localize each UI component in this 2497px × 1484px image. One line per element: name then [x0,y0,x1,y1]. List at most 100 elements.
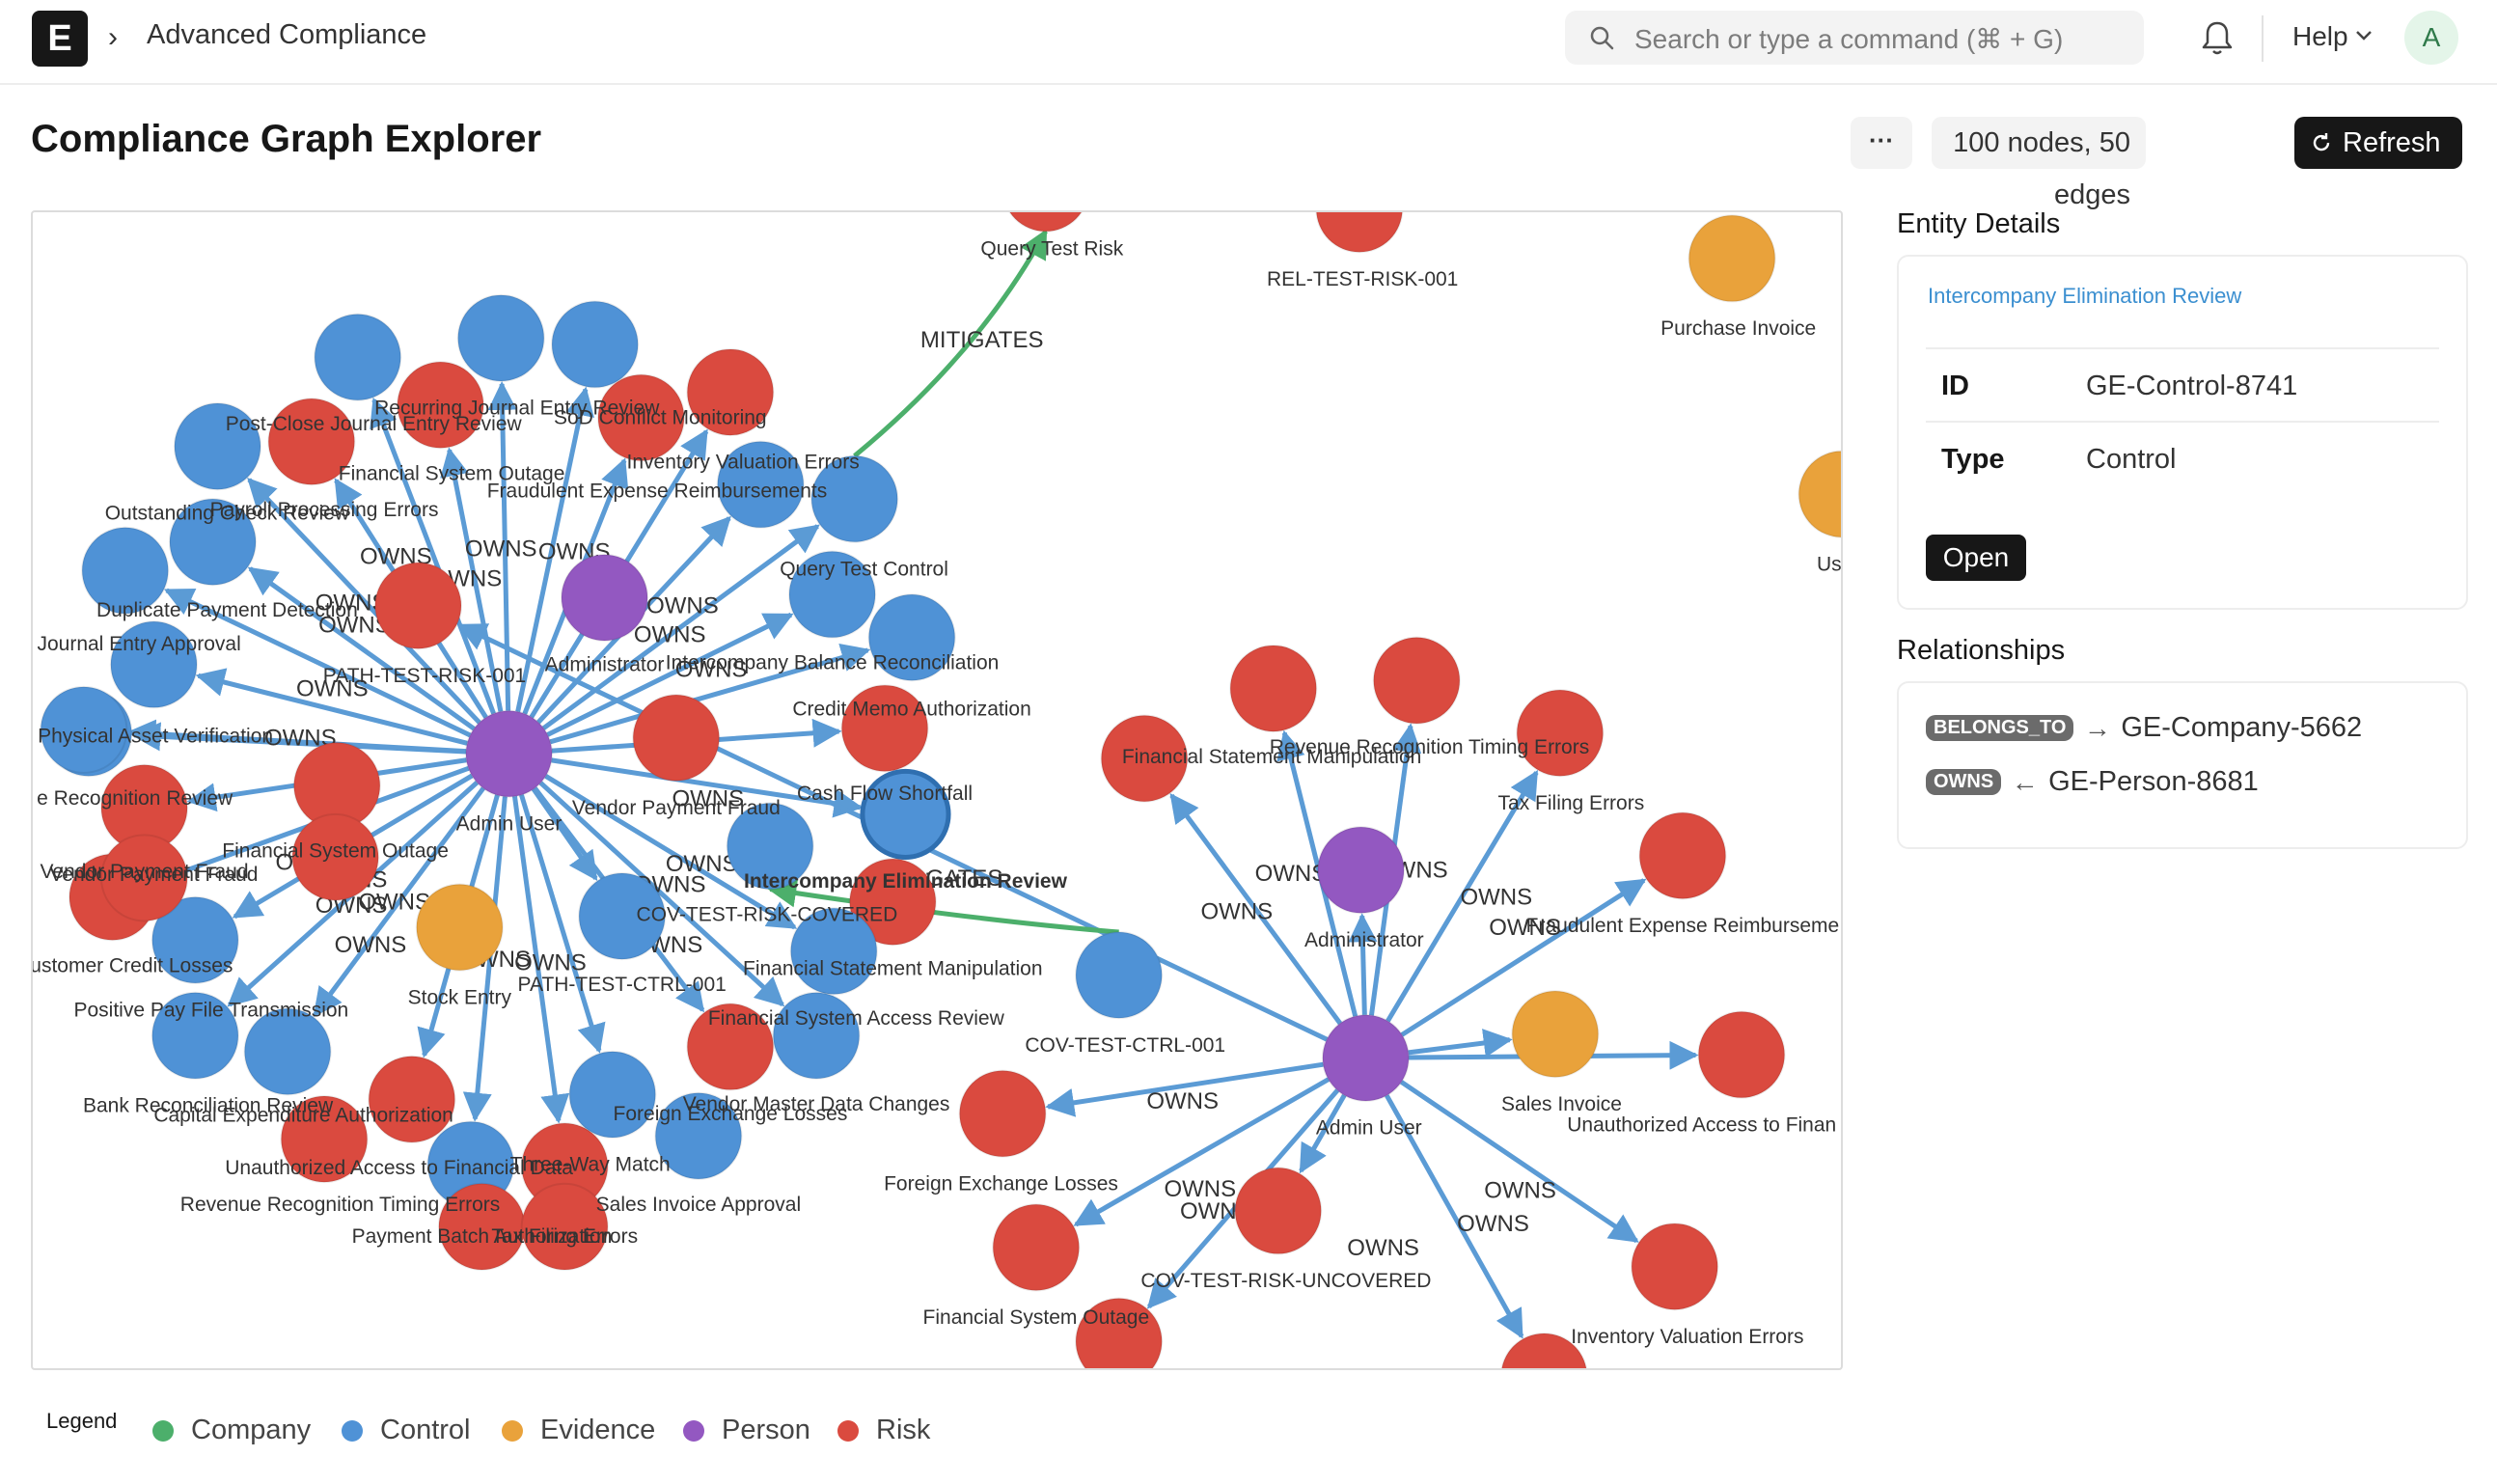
graph-edge [195,668,468,746]
graph-edge [551,757,864,818]
graph-node-risk[interactable] [596,373,686,462]
app-logo[interactable]: E [32,11,88,67]
graph-node-control[interactable] [243,1007,332,1096]
graph-node-control[interactable] [81,526,170,615]
breadcrumb-advanced-compliance[interactable]: Advanced Compliance [147,19,427,50]
node-label: PATH-TEST-CTRL-001 [518,974,727,996]
legend-label: Risk [876,1415,931,1445]
graph-node-risk[interactable] [267,398,356,486]
top-navbar: E › Advanced Compliance Search or type a… [0,0,2497,85]
node-label: Intercompany Elimination Review [744,870,1068,893]
graph-node-risk[interactable] [958,1069,1047,1158]
graph-node-risk[interactable] [1372,636,1461,725]
graph-node-risk[interactable] [1002,212,1088,233]
node-label: Positive Pay File Transmission [73,1000,348,1022]
graph-node-control[interactable] [860,768,951,860]
chevron-down-icon[interactable] [2354,29,2374,42]
node-label: Capital Expenditure Authorization [153,1104,453,1126]
more-options-button[interactable]: ··· [1851,117,1912,169]
graph-node-risk[interactable] [1500,1332,1588,1368]
graph-node-risk[interactable] [1315,212,1404,254]
relationship-target[interactable]: GE-Company-5662 [2121,712,2363,743]
graph-node-control[interactable] [789,907,878,996]
graph-node-risk[interactable] [848,858,937,947]
open-button[interactable]: Open [1926,535,2026,581]
graph-node-risk[interactable] [1100,714,1189,803]
node-label: Query Test Risk [980,238,1123,261]
graph-node-control[interactable] [151,895,239,984]
graph-node-evidence[interactable] [415,883,504,972]
user-avatar[interactable]: A [2404,11,2458,65]
help-menu[interactable]: Help [2292,21,2348,51]
graph-node-risk[interactable] [1075,1297,1164,1368]
graph-node-control[interactable] [40,685,128,774]
graph-node-person[interactable] [560,553,649,642]
graph-node-risk[interactable] [840,684,929,773]
graph-edge [511,796,570,1124]
relationship-row[interactable]: BELONGS_TO → GE-Company-5662 [1926,712,2362,751]
graph-node-control[interactable] [551,300,640,389]
graph-node-person[interactable] [1321,1013,1411,1102]
graph-node-evidence[interactable] [1688,214,1776,303]
risk-dot-icon [837,1420,859,1442]
entity-name-link[interactable]: Intercompany Elimination Review [1928,284,2242,308]
graph-node-control[interactable] [151,991,239,1080]
node-label: Three-Way Match [510,1154,671,1176]
refresh-button[interactable]: Refresh [2294,117,2462,169]
graph-node-risk[interactable] [373,562,462,650]
edge-label: OWNS [672,785,744,811]
graph-node-evidence[interactable] [1797,450,1841,538]
graph-node-risk[interactable] [686,1003,775,1091]
graph-node-risk[interactable] [1631,1223,1719,1311]
graph-node-risk[interactable] [1516,689,1605,778]
graph-node-control[interactable] [716,440,805,529]
graph-node-risk[interactable] [1697,1010,1786,1099]
notification-bell-icon[interactable] [2200,19,2235,58]
node-label: Fraudulent Expense Reimburseme [1526,915,1840,937]
graph-canvas[interactable]: MITIGATES OWNS OWNS OWNS OWNS OWNS OWNS OWNS OWN… [31,210,1843,1370]
edge-label: OWNS [1457,1211,1529,1237]
graph-node-risk[interactable] [1234,1167,1323,1255]
graph-node-control[interactable] [654,1091,743,1180]
graph-node-control[interactable] [1075,931,1164,1020]
graph-node-control[interactable] [787,550,877,639]
graph-node-control[interactable] [772,991,861,1080]
graph-node-risk[interactable] [368,1055,456,1143]
graph-node-risk[interactable] [632,694,721,783]
relationship-row[interactable]: OWNS ← GE-Person-8681 [1926,766,2259,805]
edge-label: OWNS [465,536,537,562]
node-label: Duplicate Payment Detection [96,599,358,621]
graph-node-risk[interactable] [99,834,189,922]
graph-node-risk[interactable] [686,347,775,437]
graph-node-control[interactable] [456,293,545,382]
graph-node-control[interactable] [314,313,402,401]
graph-node-control[interactable] [810,454,899,543]
graph-node-person[interactable] [464,709,554,798]
graph-edge [1045,1061,1324,1117]
relationship-target[interactable]: GE-Person-8681 [2048,766,2259,797]
graph-node-person[interactable] [1316,826,1406,915]
graph-node-control[interactable] [867,593,956,682]
graph-node-risk[interactable] [1638,811,1727,900]
search-input[interactable]: Search or type a command (⌘ + G) [1634,24,2064,54]
edge-label: OWNS [514,949,587,976]
graph-node-control[interactable] [578,871,667,961]
graph-node-risk[interactable] [396,361,485,450]
graph-node-risk[interactable] [1229,644,1318,733]
graph-node-control[interactable] [568,1050,657,1139]
node-label: Payroll Processing Errors [210,499,439,521]
node-label: Revenue Recognition Timing Errors [1270,736,1590,758]
graph-node-control[interactable] [109,620,199,709]
search-bar[interactable]: Search or type a command (⌘ + G) [1565,11,2144,65]
node-label: Tax Filing Errors [491,1225,638,1248]
graph-node-risk[interactable] [520,1182,609,1271]
graph-node-risk[interactable] [291,812,380,902]
legend-title: Legend [46,1409,118,1433]
graph-node-risk[interactable] [992,1203,1081,1292]
graph-node-evidence[interactable] [1511,990,1600,1079]
graph-node-control[interactable] [168,498,258,587]
graph-node-control[interactable] [173,402,262,491]
graph-node-control[interactable] [726,802,814,891]
graph-node-risk[interactable] [280,1095,369,1184]
